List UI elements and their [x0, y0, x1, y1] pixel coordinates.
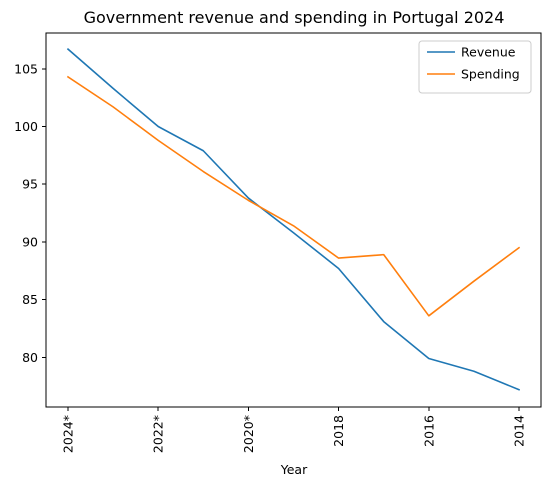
y-tick-label: 95	[22, 177, 38, 192]
x-tick-label: 2016	[421, 415, 436, 447]
x-tick-label: 2020*	[241, 415, 256, 453]
legend-label: Spending	[461, 67, 520, 82]
y-axis: 80 85 90 95 100 105	[14, 61, 46, 365]
series-line-spending	[66, 75, 521, 317]
y-tick-label: 105	[14, 61, 38, 76]
x-axis: 2024* 2022* 2020* 2018 2016 2014	[61, 407, 527, 453]
plot-frame	[45, 32, 542, 408]
legend-label: Revenue	[461, 45, 516, 60]
x-tick-label: 2024*	[61, 415, 76, 453]
x-axis-label: Year	[280, 462, 308, 477]
x-tick-label: 2018	[331, 415, 346, 447]
chart-title: Government revenue and spending in Portu…	[84, 8, 505, 27]
series-layer	[66, 48, 521, 391]
y-tick-label: 100	[14, 119, 38, 134]
x-tick-label: 2014	[512, 415, 527, 447]
legend-box	[418, 40, 532, 94]
y-tick-label: 80	[22, 350, 38, 365]
legend: Revenue Spending	[418, 40, 532, 94]
x-tick-label: 2022*	[151, 415, 166, 453]
series-line-revenue	[66, 48, 521, 391]
y-tick-label: 90	[22, 234, 38, 249]
y-tick-label: 85	[22, 292, 38, 307]
